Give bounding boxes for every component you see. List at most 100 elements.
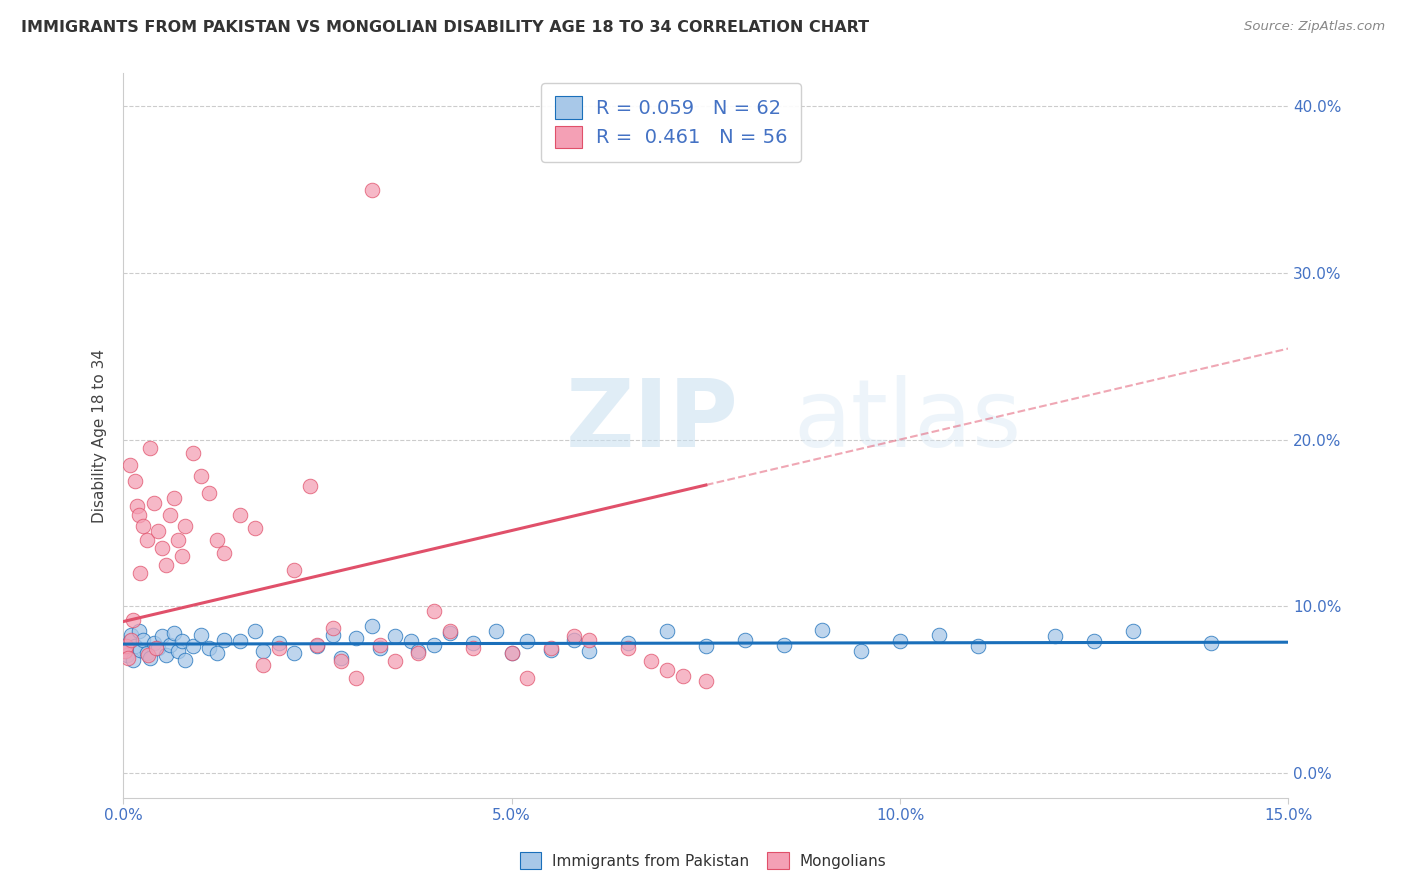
Point xyxy=(155,558,177,572)
Text: Source: ZipAtlas.com: Source: ZipAtlas.com xyxy=(1244,20,1385,33)
Point xyxy=(283,646,305,660)
Point xyxy=(150,629,173,643)
Point xyxy=(578,632,600,647)
Point xyxy=(329,654,352,668)
Point xyxy=(150,541,173,555)
Point xyxy=(439,624,461,639)
Point xyxy=(118,458,141,472)
Point xyxy=(124,475,146,489)
Point xyxy=(163,626,186,640)
Point xyxy=(408,644,430,658)
Point xyxy=(283,563,305,577)
Point xyxy=(143,496,166,510)
Point xyxy=(127,500,149,514)
Point xyxy=(695,640,717,654)
Point xyxy=(516,634,538,648)
Point xyxy=(501,646,523,660)
Point xyxy=(772,638,794,652)
Point xyxy=(516,671,538,685)
Point xyxy=(155,648,177,662)
Point xyxy=(229,508,252,522)
Point xyxy=(322,628,344,642)
Point xyxy=(423,638,446,652)
Point xyxy=(197,641,219,656)
Point xyxy=(671,669,693,683)
Point xyxy=(159,638,181,652)
Point xyxy=(617,641,640,656)
Point xyxy=(734,632,756,647)
Point xyxy=(139,651,162,665)
Point xyxy=(245,624,267,639)
Point xyxy=(368,641,391,656)
Point xyxy=(181,640,204,654)
Point xyxy=(322,621,344,635)
Point xyxy=(214,546,236,560)
Point xyxy=(170,549,193,564)
Point xyxy=(540,641,562,656)
Point xyxy=(114,644,136,658)
Point xyxy=(889,634,911,648)
Point xyxy=(115,640,138,654)
Point xyxy=(655,624,678,639)
Point xyxy=(121,613,143,627)
Point xyxy=(1122,624,1144,639)
Point xyxy=(129,642,152,657)
Point xyxy=(408,646,430,660)
Legend: Immigrants from Pakistan, Mongolians: Immigrants from Pakistan, Mongolians xyxy=(513,846,893,875)
Point xyxy=(501,646,523,660)
Point xyxy=(124,640,146,654)
Point xyxy=(252,657,274,672)
Point xyxy=(205,646,228,660)
Point xyxy=(423,604,446,618)
Text: IMMIGRANTS FROM PAKISTAN VS MONGOLIAN DISABILITY AGE 18 TO 34 CORRELATION CHART: IMMIGRANTS FROM PAKISTAN VS MONGOLIAN DI… xyxy=(21,20,869,35)
Point xyxy=(190,469,212,483)
Point xyxy=(344,671,367,685)
Point xyxy=(360,183,382,197)
Point xyxy=(966,640,988,654)
Point xyxy=(1045,629,1067,643)
Point xyxy=(485,624,508,639)
Point xyxy=(166,533,188,547)
Point xyxy=(267,636,290,650)
Point xyxy=(118,634,141,648)
Point xyxy=(132,632,155,647)
Point xyxy=(120,632,142,647)
Point xyxy=(655,663,678,677)
Point xyxy=(252,644,274,658)
Point xyxy=(344,631,367,645)
Point xyxy=(851,644,873,658)
Y-axis label: Disability Age 18 to 34: Disability Age 18 to 34 xyxy=(93,349,107,523)
Point xyxy=(143,636,166,650)
Point xyxy=(121,653,143,667)
Point xyxy=(117,651,139,665)
Point xyxy=(245,521,267,535)
Point xyxy=(307,638,329,652)
Point xyxy=(384,654,406,668)
Point xyxy=(1083,634,1105,648)
Point xyxy=(617,636,640,650)
Point xyxy=(159,508,181,522)
Point xyxy=(399,634,422,648)
Legend: R = 0.059   N = 62, R =  0.461   N = 56: R = 0.059 N = 62, R = 0.461 N = 56 xyxy=(541,83,800,161)
Point xyxy=(135,533,157,547)
Point xyxy=(145,641,167,656)
Point xyxy=(135,646,157,660)
Point xyxy=(139,441,162,455)
Point xyxy=(148,524,170,539)
Point xyxy=(1199,636,1222,650)
Text: atlas: atlas xyxy=(793,375,1022,467)
Point xyxy=(329,651,352,665)
Point xyxy=(811,623,834,637)
Point xyxy=(384,629,406,643)
Point xyxy=(120,628,142,642)
Point xyxy=(562,629,585,643)
Point xyxy=(132,519,155,533)
Point xyxy=(136,648,159,662)
Point xyxy=(163,491,186,505)
Point xyxy=(174,519,197,533)
Point xyxy=(128,508,150,522)
Point xyxy=(148,641,170,656)
Point xyxy=(562,632,585,647)
Point xyxy=(578,644,600,658)
Text: ZIP: ZIP xyxy=(567,375,740,467)
